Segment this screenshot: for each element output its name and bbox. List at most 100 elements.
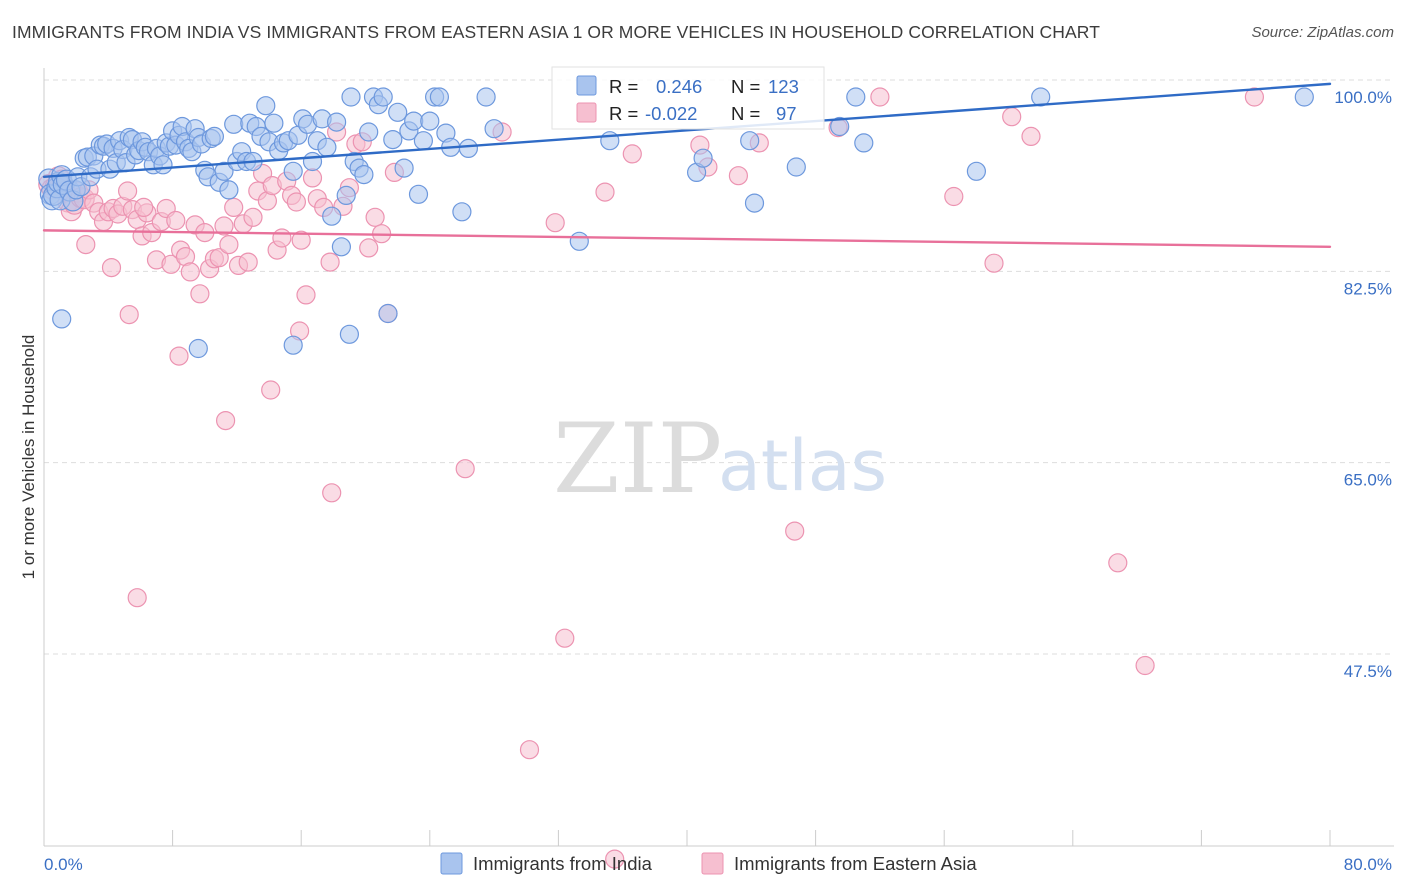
point-india: [256, 96, 276, 116]
point-india: [413, 131, 433, 151]
point-india: [476, 87, 496, 107]
point-eastern-asia: [785, 521, 805, 541]
stats-box-frame: [551, 66, 825, 130]
point-india: [452, 202, 472, 222]
point-eastern-asia: [261, 380, 281, 400]
point-india: [458, 138, 478, 158]
point-india: [693, 148, 713, 168]
point-eastern-asia: [216, 411, 236, 431]
point-india: [336, 185, 356, 205]
legend: Immigrants from India Immigrants from Ea…: [440, 852, 977, 875]
point-eastern-asia: [728, 166, 749, 186]
point-india: [786, 157, 806, 177]
point-india: [420, 111, 440, 131]
point-eastern-asia: [455, 459, 475, 479]
point-india: [283, 161, 303, 181]
series-india: [38, 87, 1314, 359]
point-india: [224, 114, 244, 134]
point-india: [744, 193, 765, 213]
point-eastern-asia: [545, 213, 565, 233]
point-india: [204, 126, 224, 146]
point-eastern-asia: [214, 216, 234, 236]
point-india: [383, 130, 403, 150]
watermark: ZIP atlas: [553, 403, 887, 515]
stats-n-value-india: 123: [768, 76, 799, 97]
stats-swatch-india: [576, 75, 597, 96]
point-eastern-asia: [1108, 553, 1128, 573]
stats-n-label-india: N =: [731, 76, 760, 97]
legend-swatch-eastern-asia: [701, 852, 724, 875]
point-eastern-asia: [870, 87, 890, 107]
point-eastern-asia: [127, 588, 147, 608]
point-eastern-asia: [359, 238, 379, 258]
x-tick-label-max: 80.0%: [1344, 855, 1392, 874]
point-eastern-asia: [190, 284, 210, 304]
point-india: [359, 122, 379, 142]
point-india: [339, 324, 359, 344]
point-india: [1294, 87, 1314, 107]
point-eastern-asia: [320, 252, 340, 272]
y-tick-label: 100.0%: [1334, 88, 1392, 107]
watermark-atlas: atlas: [718, 425, 887, 507]
point-eastern-asia: [180, 262, 200, 282]
point-eastern-asia: [238, 252, 258, 272]
point-india: [569, 231, 589, 251]
point-india: [484, 119, 504, 139]
point-india: [1031, 87, 1051, 107]
point-eastern-asia: [944, 186, 964, 207]
point-india: [846, 87, 866, 107]
point-india: [302, 151, 323, 172]
point-india: [388, 102, 408, 122]
trend-line-india: [42, 82, 1332, 179]
point-eastern-asia: [622, 144, 642, 164]
point-india: [373, 87, 393, 107]
point-eastern-asia: [209, 248, 229, 268]
point-india: [317, 137, 337, 157]
point-india: [264, 113, 284, 133]
point-eastern-asia: [219, 235, 239, 255]
point-eastern-asia: [1244, 87, 1265, 107]
point-eastern-asia: [169, 346, 189, 366]
point-eastern-asia: [286, 192, 306, 212]
point-india: [341, 87, 361, 107]
point-eastern-asia: [76, 235, 96, 255]
point-eastern-asia: [595, 182, 615, 202]
point-india: [153, 155, 173, 175]
point-india: [283, 335, 303, 355]
legend-label-eastern-asia: Immigrants from Eastern Asia: [734, 853, 977, 874]
point-eastern-asia: [119, 305, 139, 325]
point-eastern-asia: [555, 628, 575, 648]
point-india: [429, 87, 449, 107]
y-tick-label: 82.5%: [1344, 279, 1392, 298]
y-axis-label: 1 or more Vehicles in Household: [19, 335, 38, 580]
point-india: [854, 133, 874, 153]
watermark-zip: ZIP: [553, 403, 722, 515]
point-india: [322, 206, 342, 226]
stats-r-label-india: R =: [609, 76, 638, 97]
point-india: [966, 161, 987, 181]
chart-source: Source: ZipAtlas.com: [1251, 24, 1394, 41]
stats-box: R = 0.246 N = 123 R = -0.022 N = 97: [551, 66, 825, 130]
chart-title: IMMIGRANTS FROM INDIA VS IMMIGRANTS FROM…: [12, 22, 1100, 42]
point-eastern-asia: [272, 228, 292, 248]
point-india: [378, 303, 398, 324]
point-eastern-asia: [519, 740, 540, 760]
point-eastern-asia: [1021, 126, 1041, 146]
point-eastern-asia: [1135, 655, 1155, 676]
point-india: [404, 111, 424, 131]
y-tick-label: 65.0%: [1344, 471, 1392, 490]
stats-swatch-eastern-asia: [576, 102, 597, 123]
point-india: [394, 158, 414, 178]
point-eastern-asia: [224, 197, 244, 217]
point-india: [740, 131, 760, 151]
point-india: [830, 116, 850, 137]
point-eastern-asia: [296, 285, 316, 305]
point-eastern-asia: [166, 210, 186, 231]
point-india: [214, 161, 234, 181]
point-india: [219, 180, 239, 200]
x-tick-label-min: 0.0%: [44, 855, 83, 874]
point-eastern-asia: [984, 253, 1004, 273]
stats-r-value-eastern-asia: -0.022: [645, 103, 697, 124]
point-india: [188, 338, 208, 359]
